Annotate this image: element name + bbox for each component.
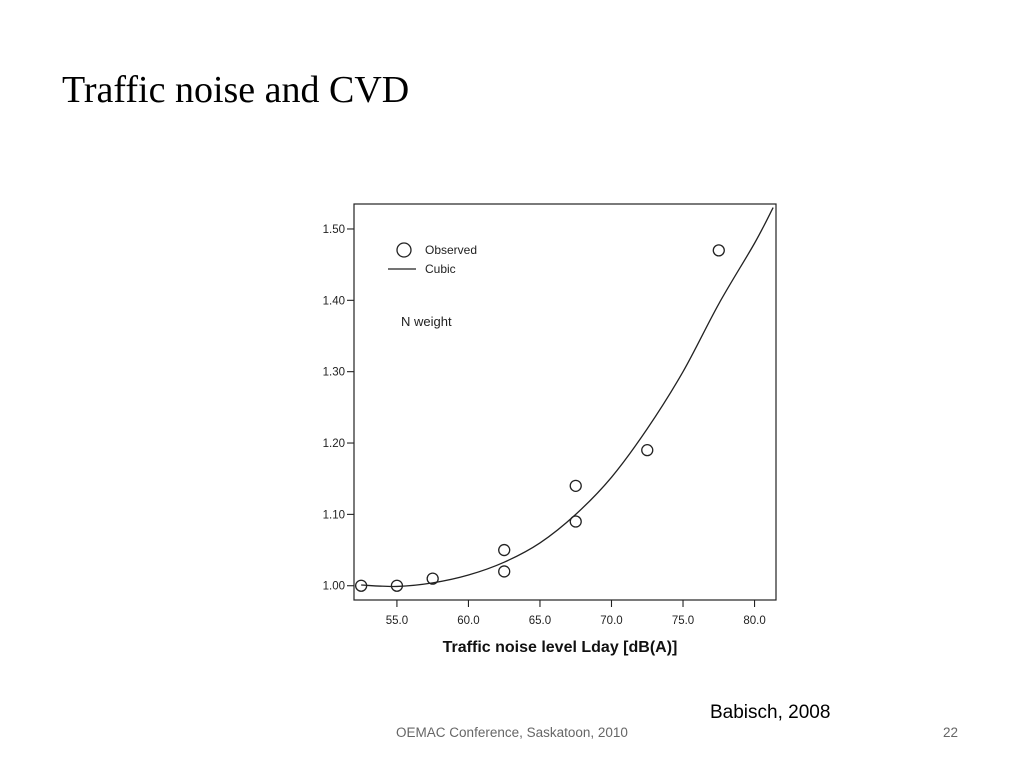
x-tick-label: 75.0 <box>672 615 694 627</box>
observed-point <box>390 579 404 592</box>
observed-point <box>426 572 439 585</box>
footer-text: OEMAC Conference, Saskatoon, 2010 <box>396 725 628 740</box>
y-tick-label: 1.00 <box>323 581 345 593</box>
y-tick-label: 1.40 <box>323 295 345 307</box>
cubic-fit-line <box>361 207 774 588</box>
x-axis-ticks: 55.0 60.0 65.0 70.0 75.0 80.0 <box>386 600 766 627</box>
x-tick-label: 60.0 <box>457 615 479 627</box>
observed-point <box>569 479 582 492</box>
observed-point <box>641 444 654 457</box>
citation: Babisch, 2008 <box>710 702 831 723</box>
observed-points <box>355 244 725 592</box>
y-tick-label: 1.10 <box>323 509 345 521</box>
y-axis-ticks: 1.00 1.10 1.20 1.30 1.40 1.50 <box>323 224 354 593</box>
page-number: 22 <box>943 725 959 740</box>
observed-point <box>712 244 725 257</box>
x-tick-label: 70.0 <box>600 615 622 627</box>
x-tick-label: 80.0 <box>743 615 765 627</box>
annotation-n-weight: N weight <box>401 314 452 329</box>
observed-point <box>498 543 511 557</box>
y-tick-label: 1.30 <box>323 367 345 379</box>
observed-point <box>355 579 368 592</box>
legend-observed-label: Observed <box>425 243 477 257</box>
x-axis-label: Traffic noise level Lday [dB(A)] <box>443 639 678 656</box>
legend-cubic-label: Cubic <box>425 262 456 276</box>
plot-frame <box>353 203 777 601</box>
observed-point <box>569 515 582 528</box>
slide-title: Traffic noise and CVD <box>62 69 410 111</box>
observed-point <box>498 565 511 578</box>
legend: Observed Cubic <box>388 242 477 276</box>
y-tick-label: 1.20 <box>323 438 345 450</box>
y-tick-label: 1.50 <box>323 224 345 236</box>
x-tick-label: 55.0 <box>386 615 408 627</box>
legend-observed-marker <box>396 242 412 258</box>
x-tick-label: 65.0 <box>529 615 551 627</box>
